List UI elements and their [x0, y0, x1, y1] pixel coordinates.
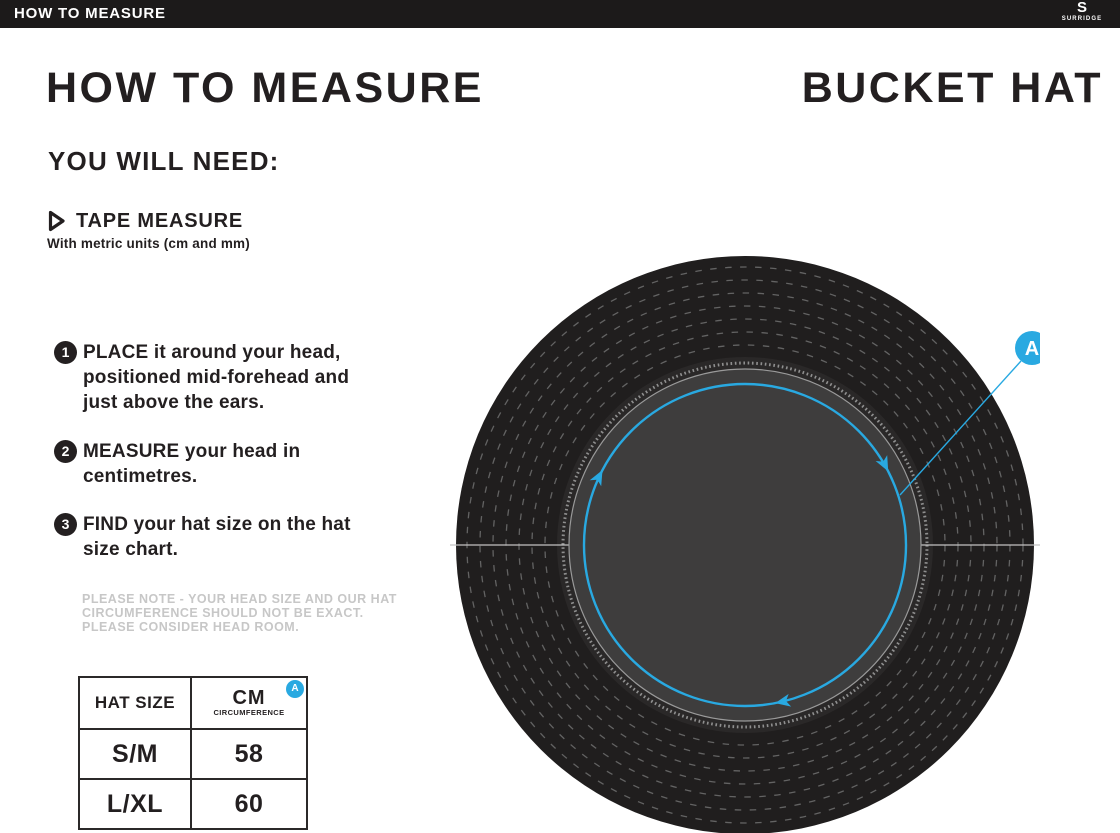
arrow-upper-right: [875, 455, 889, 472]
marker-a-leader-line: [899, 360, 1022, 496]
table-header-cm: CM CIRCUMFERENCE A: [190, 678, 306, 728]
sizing-note-line-3: PLEASE CONSIDER HEAD ROOM.: [82, 620, 300, 634]
circumference-measure-line: [582, 382, 908, 708]
marker-a-badge: [1015, 331, 1040, 365]
surridge-wordmark: SURRIDGE: [1061, 16, 1103, 22]
sizing-note-line-2: CIRCUMFERENCE SHOULD NOT BE EXACT.: [82, 606, 364, 620]
tape-measure-label: TAPE MEASURE: [76, 209, 244, 232]
step-2-text: MEASURE your head in centimetres.: [83, 439, 300, 489]
surridge-s-icon: S: [1076, 0, 1087, 16]
triangle-bullet-icon: [48, 210, 65, 232]
step-2-number-badge: 2: [54, 440, 77, 463]
circumference-header-label: CIRCUMFERENCE: [213, 708, 285, 717]
top-bar: HOW TO MEASURE S SURRIDGE: [0, 0, 1120, 28]
cm-header-label: CM: [232, 687, 266, 709]
arrow-upper-left: [589, 470, 603, 487]
sizing-note-line-1: PLEASE NOTE - YOUR HEAD SIZE AND OUR HAT: [82, 592, 397, 606]
crown-top: [568, 368, 922, 722]
table-row-lxl-size: L/XL: [80, 778, 190, 828]
measurement-a-badge: A: [286, 680, 304, 698]
step-3-text: FIND your hat size on the hat size chart…: [83, 512, 351, 562]
surridge-logo: S SURRIDGE: [1056, 0, 1108, 23]
tape-measure-item: TAPE MEASURE: [46, 209, 243, 233]
sizing-note: PLEASE NOTE - YOUR HEAD SIZE AND OUR HAT…: [82, 592, 397, 634]
product-title: BUCKET HAT: [801, 64, 1103, 112]
step-2-line-2: centimetres.: [83, 466, 198, 487]
step-1: 1 PLACE it around your head, positioned …: [54, 340, 349, 415]
page-title: HOW TO MEASURE: [46, 64, 484, 112]
step-1-line-1: PLACE it around your head,: [83, 342, 341, 363]
step-2-line-1: MEASURE your head in: [83, 441, 301, 462]
marker-a-label: A: [1025, 338, 1039, 360]
you-will-need-heading: YOU WILL NEED:: [48, 146, 280, 176]
step-3-number-badge: 3: [54, 513, 77, 536]
top-bar-title: HOW TO MEASURE: [14, 5, 166, 22]
step-1-text: PLACE it around your head, positioned mi…: [83, 340, 349, 415]
measure-direction-arrows: [589, 455, 889, 707]
step-2: 2 MEASURE your head in centimetres.: [54, 439, 300, 489]
step-1-line-2: positioned mid-forehead and: [83, 367, 350, 388]
step-3-line-1: FIND your hat size on the hat: [83, 514, 351, 535]
hat-size-table: HAT SIZE CM CIRCUMFERENCE A S/M 58 L/XL …: [78, 676, 308, 830]
bucket-hat-diagram: A: [450, 256, 1040, 833]
table-row-sm-size: S/M: [80, 728, 190, 778]
tape-measure-note: With metric units (cm and mm): [47, 236, 250, 251]
arrow-bottom: [775, 693, 792, 707]
table-header-hat-size: HAT SIZE: [94, 693, 176, 712]
step-1-number-badge: 1: [54, 341, 77, 364]
step-3: 3 FIND your hat size on the hat size cha…: [54, 512, 351, 562]
step-1-line-3: just above the ears.: [83, 392, 265, 413]
step-3-line-2: size chart.: [83, 539, 179, 560]
table-row-lxl-cm: 60: [190, 778, 306, 828]
table-row-sm-cm: 58: [190, 728, 306, 778]
